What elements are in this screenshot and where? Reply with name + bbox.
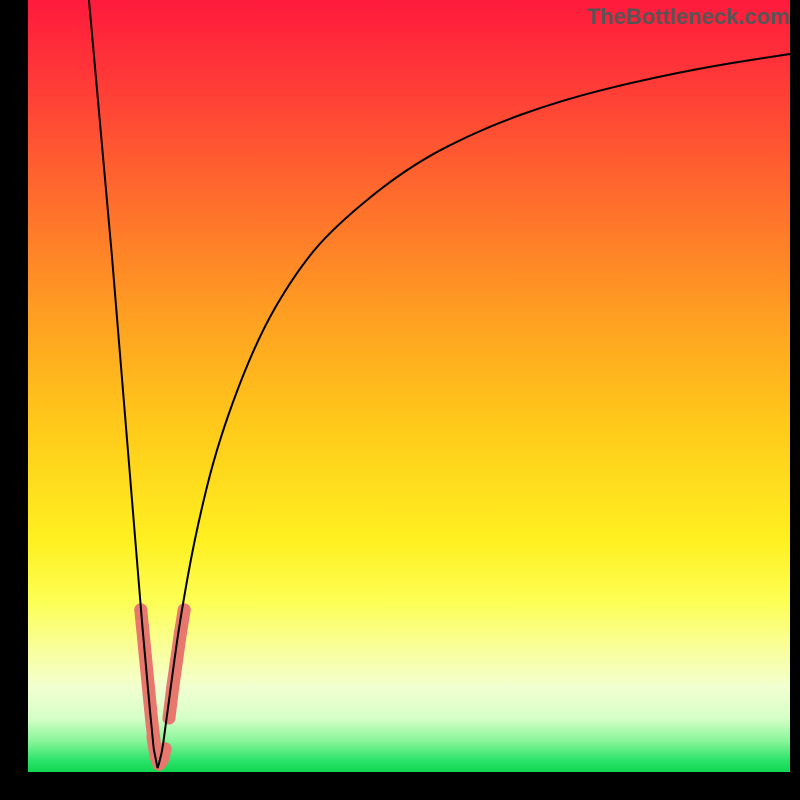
bottleneck-curve-chart xyxy=(0,0,800,800)
marker-dot xyxy=(178,603,191,616)
watermark-text: TheBottleneck.com xyxy=(587,4,790,30)
marker-dot xyxy=(170,654,183,667)
chart-container: TheBottleneck.com xyxy=(0,0,800,800)
marker-dot xyxy=(166,681,179,694)
marker-dot xyxy=(174,627,187,640)
marker-dot xyxy=(162,711,175,724)
